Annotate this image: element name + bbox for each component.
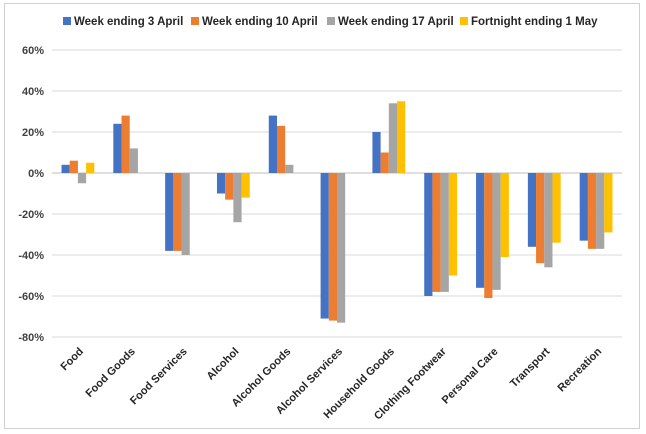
legend-item: Week ending 3 April xyxy=(63,16,183,28)
bar xyxy=(241,173,250,198)
bar xyxy=(380,152,389,173)
legend-swatch xyxy=(63,17,71,25)
bar xyxy=(121,115,130,173)
y-tick-label: 40% xyxy=(22,86,44,98)
x-tick-label: Food xyxy=(59,346,86,373)
bar xyxy=(320,173,329,319)
bar xyxy=(388,103,398,173)
bar xyxy=(596,173,605,249)
x-tick-label: Personal Care xyxy=(440,346,501,407)
legend-swatch xyxy=(191,17,199,25)
bar xyxy=(536,173,545,264)
bar xyxy=(579,173,588,241)
bar xyxy=(173,173,182,251)
y-tick-label: -60% xyxy=(18,291,44,303)
y-tick-label: 60% xyxy=(22,45,44,57)
bar xyxy=(527,173,537,247)
legend-item: Fortnight ending 1 May xyxy=(460,16,598,28)
bar xyxy=(337,173,346,323)
x-tick-label: Food Goods xyxy=(84,346,138,400)
legend-label: Fortnight ending 1 May xyxy=(471,16,598,28)
bar xyxy=(552,173,561,243)
bar xyxy=(500,173,509,258)
y-tick-label: -80% xyxy=(18,332,44,344)
chart-legend: Week ending 3 April Week ending 10 April W… xyxy=(63,16,598,28)
legend-label: Week ending 3 April xyxy=(74,16,183,28)
legend-label: Week ending 17 April xyxy=(338,16,454,28)
y-tick-label: -40% xyxy=(18,250,44,262)
bar xyxy=(86,162,95,173)
bar xyxy=(604,173,613,233)
y-tick-label: 20% xyxy=(22,127,44,139)
bar xyxy=(484,173,493,299)
bar xyxy=(440,173,449,292)
legend-swatch xyxy=(327,17,335,25)
y-tick-label: -20% xyxy=(18,209,44,221)
legend-swatch xyxy=(460,17,468,25)
x-tick-label: Recreation xyxy=(556,345,605,394)
bar xyxy=(181,173,190,255)
bar xyxy=(372,132,381,173)
bar xyxy=(285,164,294,173)
bar xyxy=(587,173,597,249)
bar xyxy=(233,173,242,223)
x-tick-label: Transport xyxy=(508,345,553,390)
x-tick-label: Food Services xyxy=(128,346,190,408)
bar xyxy=(69,160,78,173)
bar xyxy=(268,115,277,173)
bar xyxy=(216,173,226,194)
bar xyxy=(113,123,122,173)
bar xyxy=(276,125,286,173)
legend-item: Week ending 10 April xyxy=(191,16,318,28)
bar xyxy=(476,173,485,288)
bar xyxy=(225,173,234,200)
y-axis: 60% 40% 20% 0% -20% -40% -60% -80% xyxy=(18,45,44,344)
bar xyxy=(544,173,553,268)
bars xyxy=(61,101,613,323)
bar xyxy=(77,173,87,184)
bar xyxy=(424,173,433,296)
bar xyxy=(61,164,70,173)
bar xyxy=(448,173,458,276)
legend-label: Week ending 10 April xyxy=(202,16,318,28)
bar xyxy=(397,101,406,173)
x-tick-label: Alcohol xyxy=(204,346,241,383)
legend-item: Week ending 17 April xyxy=(327,16,454,28)
bar xyxy=(129,148,138,173)
bar xyxy=(165,173,174,251)
y-tick-label: 0% xyxy=(28,168,44,180)
bar xyxy=(328,173,337,321)
bar xyxy=(432,173,441,292)
bar xyxy=(492,173,501,290)
